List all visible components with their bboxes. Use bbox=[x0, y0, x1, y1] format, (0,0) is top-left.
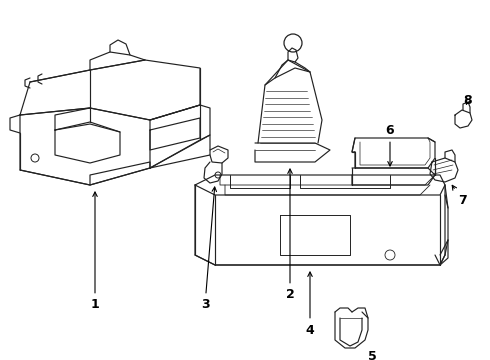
Text: 4: 4 bbox=[306, 272, 315, 337]
Text: 6: 6 bbox=[386, 123, 394, 166]
Text: 1: 1 bbox=[91, 192, 99, 311]
Text: 5: 5 bbox=[368, 350, 376, 360]
Text: 2: 2 bbox=[286, 169, 294, 302]
Text: 8: 8 bbox=[464, 94, 472, 107]
Text: 3: 3 bbox=[201, 187, 217, 311]
Text: 7: 7 bbox=[452, 185, 466, 207]
